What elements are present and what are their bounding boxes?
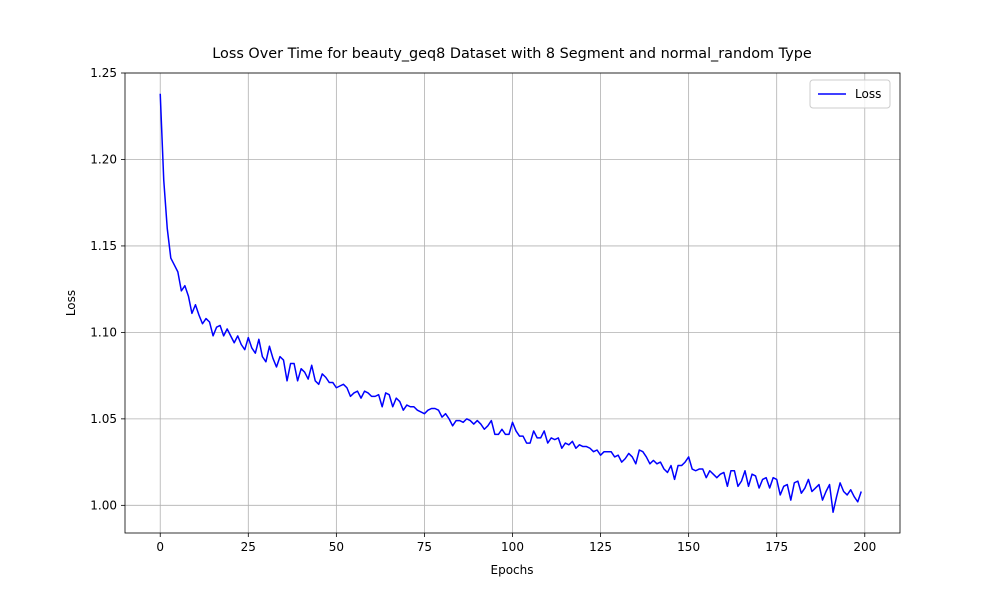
- legend-box: [809, 79, 891, 109]
- y-tick-label: 1.20: [90, 152, 117, 166]
- y-tick-label: 1.10: [90, 325, 117, 339]
- y-tick-label: 1.15: [90, 239, 117, 253]
- x-tick-label: 200: [853, 540, 876, 554]
- x-tick-label: 150: [677, 540, 700, 554]
- y-tick-label: 1.05: [90, 412, 117, 426]
- data-line: [159, 93, 862, 513]
- x-tick-label: 50: [329, 540, 344, 554]
- x-tick-label: 100: [501, 540, 524, 554]
- legend-label: Loss: [855, 87, 881, 101]
- plot-frame: [124, 72, 901, 534]
- y-tick-label: 1.25: [90, 66, 117, 80]
- x-axis-label: Epochs: [491, 563, 534, 577]
- y-tick-label: 1.00: [90, 498, 117, 512]
- chart-title: Loss Over Time for beauty_geq8 Dataset w…: [212, 46, 812, 62]
- legend: Loss: [809, 79, 891, 109]
- x-tick-label: 175: [765, 540, 788, 554]
- x-tick-label: 0: [156, 540, 164, 554]
- x-tick-label: 25: [241, 540, 256, 554]
- x-tick-label: 125: [589, 540, 612, 554]
- y-axis-label: Loss: [64, 290, 78, 316]
- x-tick-label: 75: [417, 540, 432, 554]
